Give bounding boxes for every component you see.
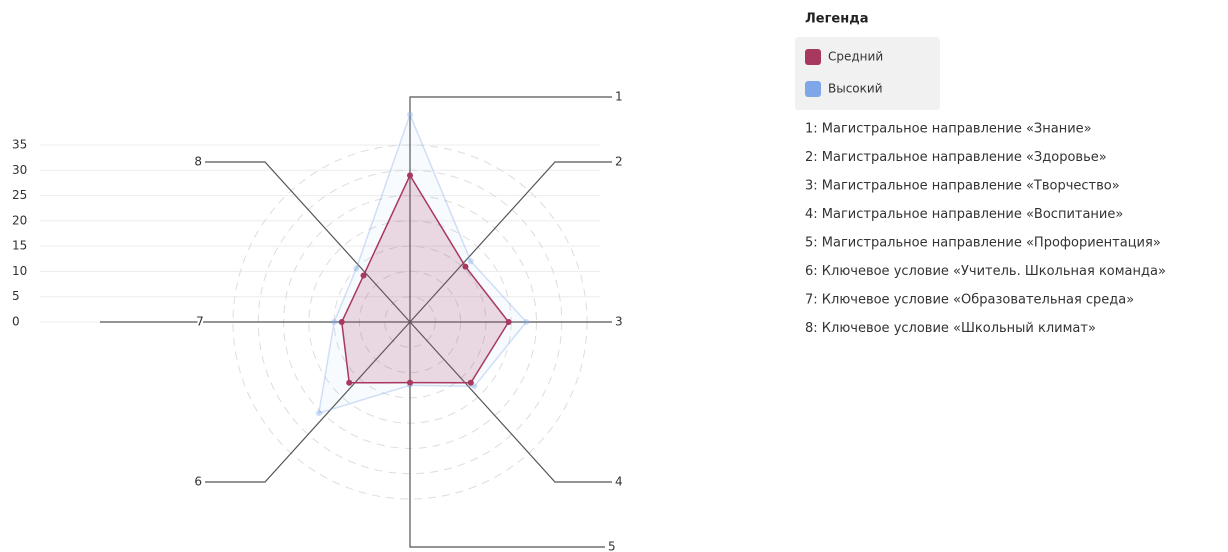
axis-label: 6 <box>194 475 202 489</box>
data-point <box>338 319 345 325</box>
axis-description: 2: Магистральное направление «Здоровье» <box>805 150 1107 165</box>
data-point <box>353 265 360 272</box>
data-point <box>331 319 338 325</box>
y-tick-label: 30 <box>12 163 27 177</box>
data-point <box>523 319 530 325</box>
y-tick-label: 0 <box>12 315 20 329</box>
axis-line <box>409 322 605 548</box>
axis-label: 4 <box>615 475 623 489</box>
axis-description: 4: Магистральное направление «Воспитание… <box>805 207 1123 222</box>
data-point <box>505 319 512 325</box>
axis-label: 3 <box>615 315 623 329</box>
axis-line <box>409 96 612 322</box>
legend-box <box>795 37 940 110</box>
axis-description: 3: Магистральное направление «Творчество… <box>805 179 1120 194</box>
axis-label: 2 <box>615 155 623 169</box>
data-point <box>315 410 322 417</box>
axis-line <box>409 321 612 483</box>
axis-description: 8: Ключевое условие «Школьный климат» <box>805 321 1096 336</box>
axis-label: 7 <box>196 315 204 329</box>
axis-description: 1: Магистральное направление «Знание» <box>805 122 1092 137</box>
axis-label: 1 <box>615 90 623 104</box>
data-point <box>467 258 474 265</box>
axis-label: 5 <box>608 540 616 552</box>
axis-line <box>409 161 612 323</box>
legend-title: Легенда <box>805 12 868 27</box>
y-tick-label: 10 <box>12 264 27 278</box>
axis-description: 5: Магистральное направление «Профориент… <box>805 236 1161 251</box>
y-tick-label: 20 <box>12 213 27 227</box>
axis-line <box>205 321 411 483</box>
legend-swatch[interactable] <box>805 81 821 97</box>
axis-label: 8 <box>194 155 202 169</box>
data-point <box>462 263 469 270</box>
data-point <box>346 379 353 386</box>
axis-description: 6: Ключевое условие «Учитель. Школьная к… <box>805 264 1166 279</box>
data-point <box>467 379 474 386</box>
data-point <box>360 272 367 279</box>
y-tick-label: 35 <box>12 138 27 152</box>
y-tick-label: 5 <box>12 289 20 303</box>
axis-line <box>205 161 411 323</box>
data-point <box>407 379 413 386</box>
data-point <box>407 172 413 179</box>
axis-description: 7: Ключевое условие «Образовательная сре… <box>805 293 1134 308</box>
data-point <box>407 111 413 118</box>
legend-swatch[interactable] <box>805 49 821 65</box>
y-tick-label: 25 <box>12 188 27 202</box>
y-tick-label: 15 <box>12 239 27 253</box>
legend-label[interactable]: Средний <box>828 50 883 64</box>
legend-label[interactable]: Высокий <box>828 82 883 96</box>
